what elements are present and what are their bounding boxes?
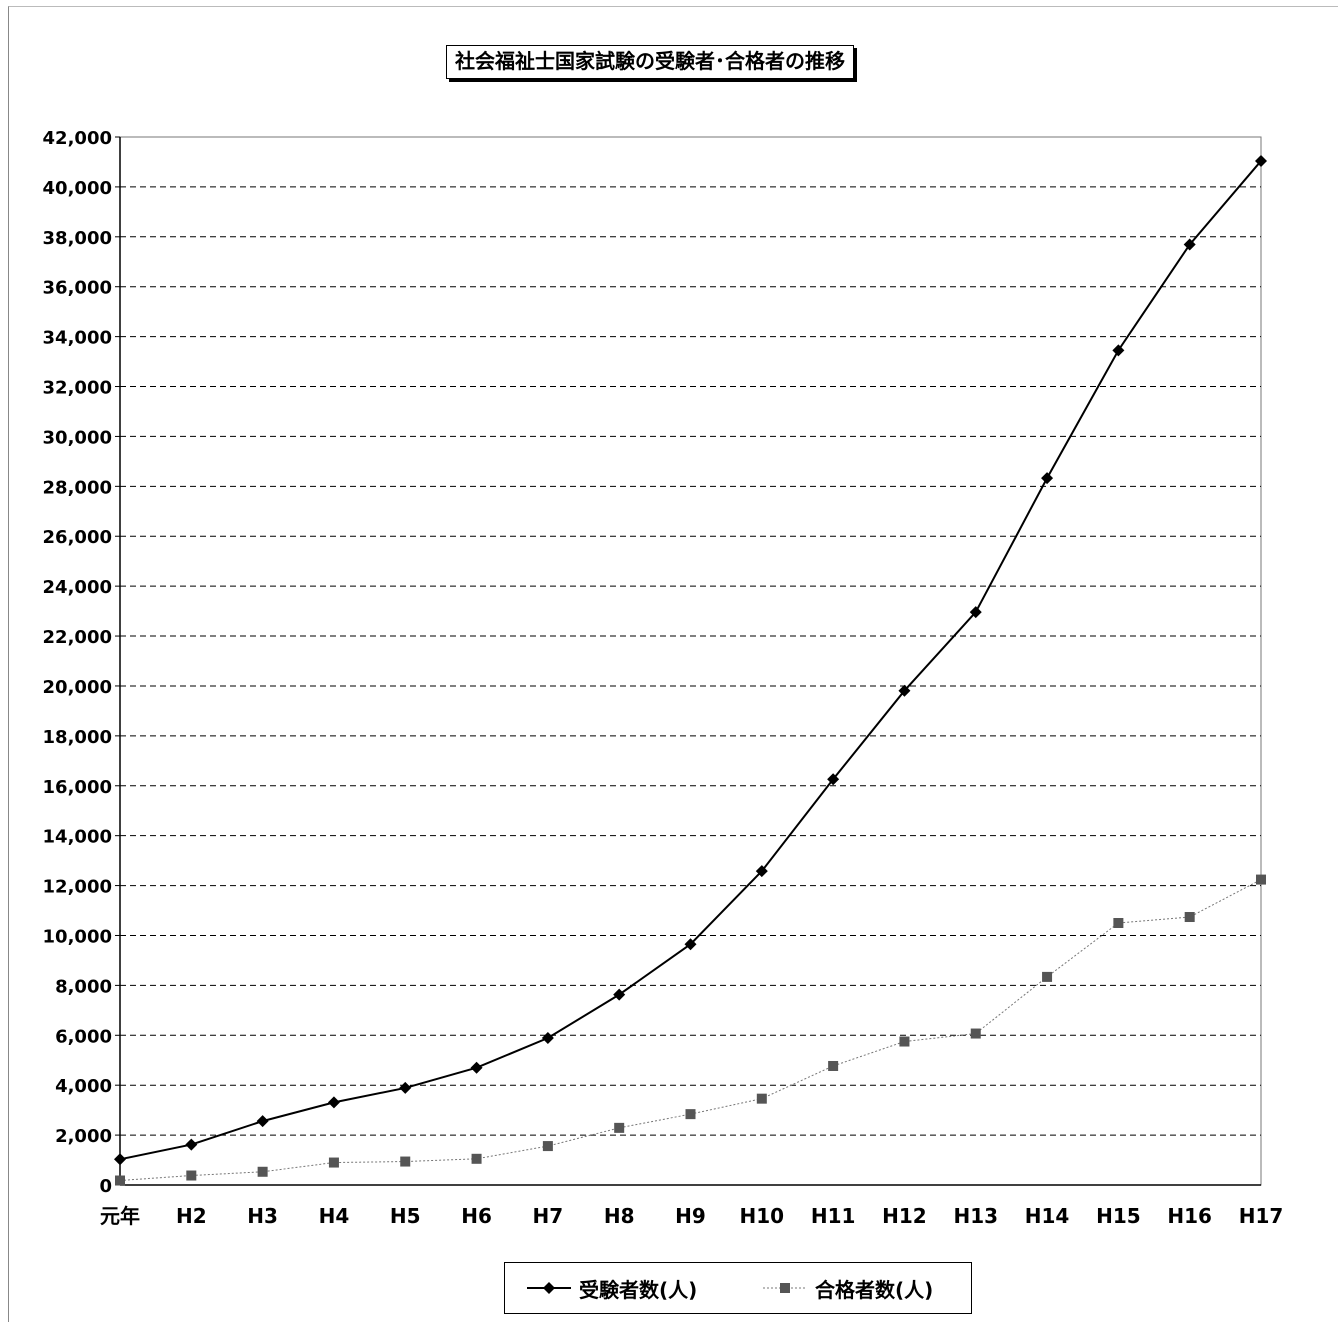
legend-square-line-icon — [763, 1283, 807, 1293]
y-tick-label: 16,000 — [43, 777, 112, 798]
x-tick-label: H10 — [740, 1204, 785, 1228]
y-tick-label: 14,000 — [43, 827, 112, 848]
x-tick-label: H12 — [882, 1204, 927, 1228]
point-passers — [328, 1157, 339, 1168]
y-tick-label: 32,000 — [43, 378, 112, 399]
x-tick-label: H11 — [811, 1204, 856, 1228]
y-tick-label: 38,000 — [43, 228, 112, 249]
y-tick-label: 4,000 — [55, 1076, 112, 1097]
x-tick-label: H17 — [1239, 1204, 1284, 1228]
line-chart: 0 2,000 4,000 6,000 8,000 10,000 12,000 14,000 1… — [43, 128, 1284, 1228]
point-passers — [1042, 971, 1053, 982]
point-applicants — [755, 865, 768, 878]
y-tick-label: 12,000 — [43, 877, 112, 898]
point-passers — [756, 1093, 767, 1104]
point-applicants — [827, 773, 840, 786]
y-tick-label: 22,000 — [43, 627, 112, 648]
point-passers — [115, 1175, 125, 1186]
point-applicants — [969, 606, 982, 619]
point-applicants — [1183, 238, 1196, 251]
x-tick-label: H7 — [533, 1204, 564, 1228]
y-tick-label: 34,000 — [43, 328, 112, 349]
x-tick-label: 元年 — [100, 1204, 140, 1228]
x-tick-label: H3 — [247, 1204, 278, 1228]
x-tick-label: H16 — [1167, 1204, 1212, 1228]
x-tick-label: H4 — [319, 1204, 350, 1228]
point-passers — [542, 1141, 553, 1152]
legend: 受験者数(人) 合格者数(人) — [504, 1262, 972, 1314]
y-tick-label: 0 — [99, 1176, 112, 1197]
point-applicants — [1255, 154, 1267, 167]
y-tick-label: 42,000 — [43, 128, 112, 149]
point-applicants — [1112, 344, 1125, 357]
point-applicants — [1041, 472, 1054, 485]
y-tick-label: 6,000 — [55, 1026, 112, 1047]
point-passers — [400, 1156, 411, 1167]
y-tick-label: 28,000 — [43, 477, 112, 498]
legend-label-passers: 合格者数(人) — [815, 1277, 934, 1302]
y-tick-label: 30,000 — [43, 427, 112, 448]
point-passers — [614, 1122, 625, 1133]
x-tick-label: H5 — [390, 1204, 421, 1228]
legend-diamond-line-icon — [527, 1282, 571, 1294]
legend-item-applicants: 受験者数(人) — [527, 1275, 698, 1302]
y-tick-label: 2,000 — [55, 1126, 112, 1147]
x-tick-label: H9 — [675, 1204, 706, 1228]
y-tick-label: 26,000 — [43, 527, 112, 548]
x-tick-label: H15 — [1096, 1204, 1141, 1228]
legend-item-passers: 合格者数(人) — [763, 1275, 934, 1302]
point-passers — [970, 1028, 981, 1039]
point-applicants — [114, 1153, 126, 1166]
point-applicants — [684, 938, 697, 951]
plot-area — [119, 136, 1262, 1186]
point-passers — [1256, 874, 1266, 885]
point-passers — [471, 1153, 482, 1164]
y-tick-label: 36,000 — [43, 278, 112, 299]
point-applicants — [470, 1061, 483, 1074]
series-line-applicants — [119, 160, 1262, 1161]
chart-frame — [8, 6, 1338, 1322]
x-tick-label: H13 — [953, 1204, 998, 1228]
y-tick-label: 24,000 — [43, 577, 112, 598]
point-applicants — [541, 1032, 554, 1045]
point-passers — [828, 1060, 839, 1071]
y-tick-label: 8,000 — [55, 976, 112, 997]
point-passers — [1184, 912, 1195, 923]
x-tick-label: H6 — [461, 1204, 492, 1228]
point-applicants — [399, 1081, 412, 1094]
point-passers — [1113, 918, 1124, 928]
point-applicants — [256, 1115, 269, 1128]
x-tick-label: H8 — [604, 1204, 635, 1228]
point-passers — [186, 1170, 197, 1181]
point-passers — [257, 1166, 268, 1177]
x-tick-label: H2 — [176, 1204, 207, 1228]
chart-title: 社会福祉士国家試験の受験者･合格者の推移 — [446, 45, 854, 79]
y-tick-label: 20,000 — [43, 677, 112, 698]
point-applicants — [613, 988, 626, 1001]
y-tick-label: 40,000 — [43, 178, 112, 199]
legend-label-applicants: 受験者数(人) — [579, 1277, 698, 1302]
point-passers — [899, 1036, 910, 1047]
point-passers — [685, 1109, 696, 1120]
y-tick-label: 10,000 — [43, 926, 112, 947]
x-tick-label: H14 — [1025, 1204, 1070, 1228]
y-tick-label: 18,000 — [43, 727, 112, 748]
point-applicants — [185, 1138, 198, 1151]
point-applicants — [898, 684, 911, 697]
point-applicants — [327, 1096, 340, 1109]
